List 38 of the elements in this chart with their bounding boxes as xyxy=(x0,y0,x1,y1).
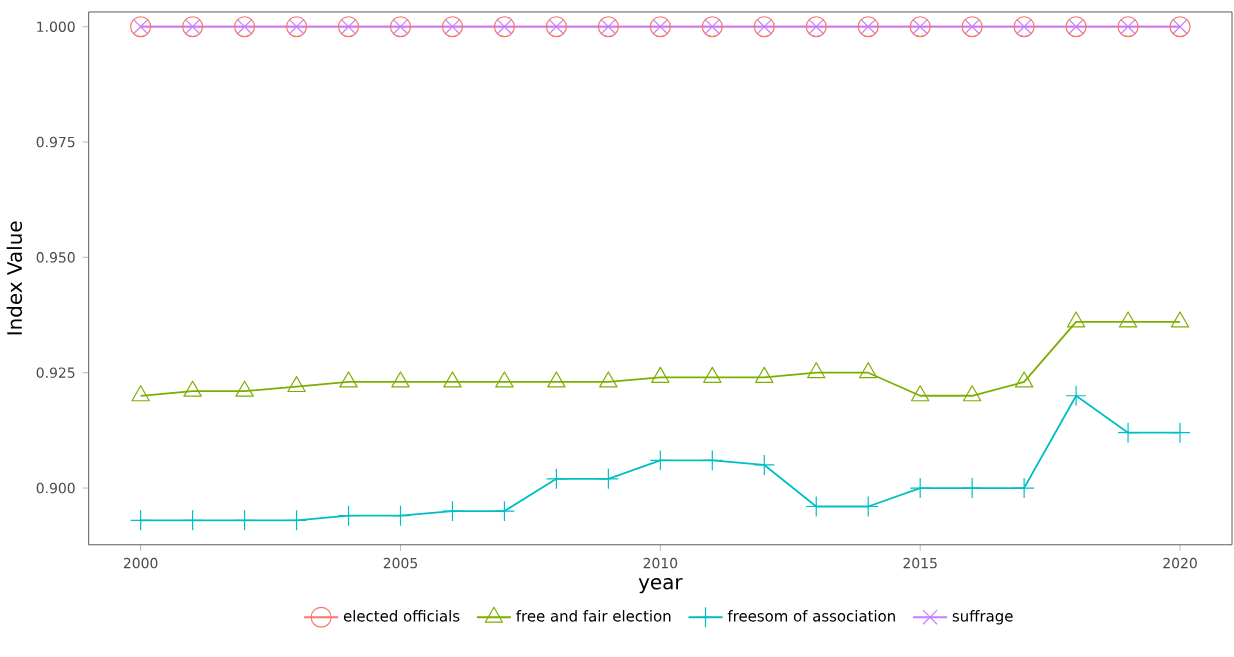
x-tick-label: 2020 xyxy=(1163,557,1197,569)
y-tick-label: 0.975 xyxy=(36,136,75,148)
x-tick-label: 2005 xyxy=(383,557,417,569)
point xyxy=(130,509,152,531)
point xyxy=(389,505,412,527)
point xyxy=(1169,421,1191,444)
legend-label: freesom of association xyxy=(727,609,895,622)
x-tick-label: 2010 xyxy=(643,557,678,569)
legend-label: free and fair election xyxy=(516,609,671,622)
point xyxy=(962,385,982,402)
y-axis-title: Index Value xyxy=(6,221,23,335)
point xyxy=(441,500,464,522)
y-tick-label: 1.000 xyxy=(37,21,75,32)
point xyxy=(1065,385,1087,407)
legend-label: suffrage xyxy=(952,609,1013,625)
point xyxy=(909,477,931,499)
x-axis-title: year xyxy=(638,577,683,594)
point xyxy=(182,509,204,531)
y-tick-label: 0.950 xyxy=(36,251,75,263)
point xyxy=(961,477,983,499)
point xyxy=(649,449,671,471)
x-tick-label: 2015 xyxy=(903,557,937,569)
point xyxy=(1013,477,1035,499)
point xyxy=(597,468,619,490)
point xyxy=(285,509,308,531)
x-tick-label: 2000 xyxy=(123,557,158,569)
point xyxy=(234,509,256,531)
point xyxy=(545,468,567,490)
y-tick-label: 0.925 xyxy=(36,367,75,378)
y-tick-label: 0.900 xyxy=(36,482,75,494)
legend-label: elected officials xyxy=(343,609,460,622)
point xyxy=(753,454,775,476)
point xyxy=(910,385,930,402)
point xyxy=(701,449,723,471)
point xyxy=(131,385,150,402)
point xyxy=(337,505,360,527)
point xyxy=(493,500,515,522)
point xyxy=(1117,421,1139,444)
